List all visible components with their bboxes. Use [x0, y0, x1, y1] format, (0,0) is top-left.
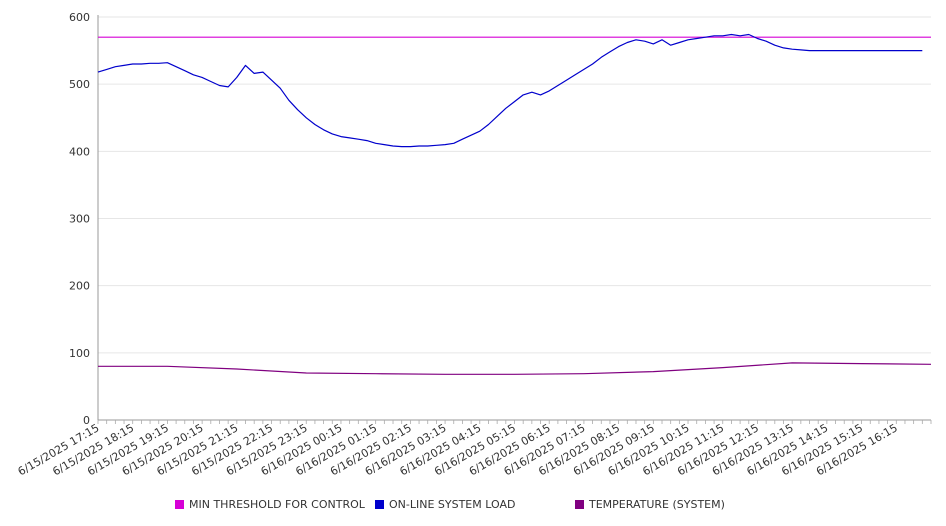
gridlines — [98, 16, 931, 354]
legend-item-system-load: ON-LINE SYSTEM LOAD — [375, 498, 515, 511]
y-tick-label: 300 — [69, 213, 90, 226]
legend-label-temperature: TEMPERATURE (SYSTEM) — [589, 498, 725, 511]
legend-item-min-threshold: MIN THRESHOLD FOR CONTROL — [175, 498, 365, 511]
y-tick-label: 600 — [69, 11, 90, 24]
axes — [97, 15, 932, 424]
y-tick-label: 0 — [83, 414, 90, 427]
y-tick-label: 400 — [69, 145, 90, 158]
y-axis-ticks: 0 100 200 300 400 500 600 — [69, 11, 90, 427]
y-tick-label: 100 — [69, 347, 90, 360]
series-lines — [97, 33, 932, 375]
legend-swatch-temperature — [575, 500, 584, 509]
series-line-system-load — [97, 33, 923, 148]
legend-item-temperature: TEMPERATURE (SYSTEM) — [575, 498, 725, 511]
y-tick-label: 200 — [69, 280, 90, 293]
y-tick-label: 500 — [69, 78, 90, 91]
legend-label-system-load: ON-LINE SYSTEM LOAD — [389, 498, 516, 511]
legend-swatch-system-load — [375, 500, 384, 509]
x-axis-ticks: 6/15/2025 17:156/15/2025 18:156/15/2025 … — [16, 421, 900, 478]
legend-swatch-min-threshold — [175, 500, 184, 509]
legend-label-min-threshold: MIN THRESHOLD FOR CONTROL — [189, 498, 365, 511]
series-line-temperature — [98, 362, 932, 375]
